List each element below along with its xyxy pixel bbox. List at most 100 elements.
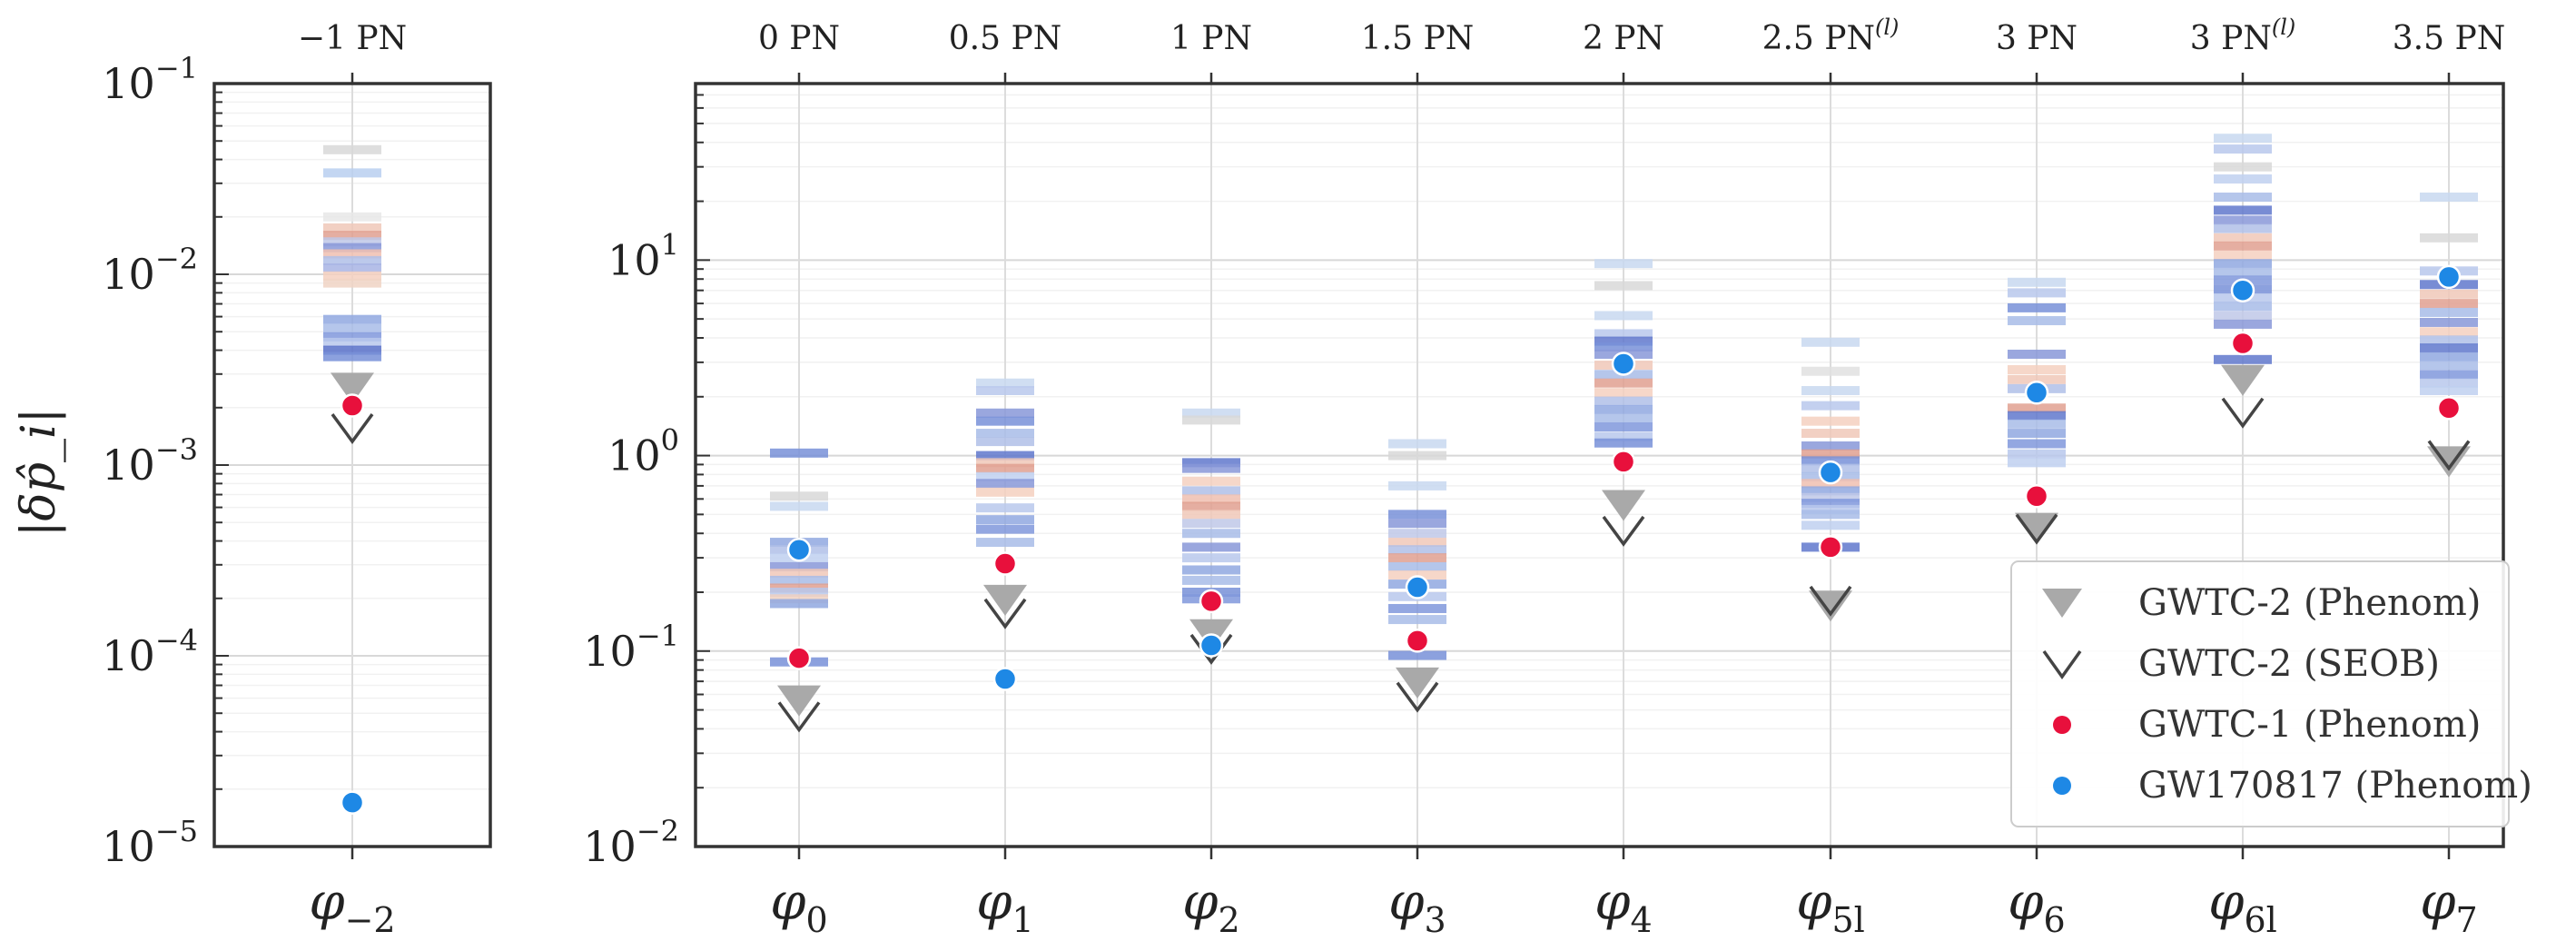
- y-tick-base: 10: [583, 822, 637, 871]
- seob-marker: [1396, 681, 1439, 713]
- top-tick-label: 3 PN(l): [2190, 15, 2295, 57]
- posterior-bar: [2214, 241, 2272, 251]
- top-tick-label-superscript: (l): [2272, 15, 2295, 40]
- gwtc1-marker: [992, 551, 1018, 576]
- posterior-bar: [2420, 343, 2478, 353]
- posterior-bar: [976, 503, 1034, 513]
- posterior-bar: [2008, 411, 2066, 421]
- posterior-bar: [770, 561, 828, 571]
- posterior-bar: [976, 416, 1034, 426]
- top-tick-label-main: 2.5 PN: [1762, 20, 1875, 57]
- posterior-bar: [770, 501, 828, 511]
- phenom-marker: [777, 685, 821, 717]
- phenom-marker: [2427, 446, 2471, 478]
- posterior-bar: [976, 515, 1034, 525]
- y-tick-label: 101: [607, 227, 679, 284]
- y-tick-label: 10−2: [583, 814, 679, 871]
- posterior-bar: [770, 491, 828, 501]
- phenom-marker: [1602, 490, 1645, 521]
- y-tick-exponent: −5: [155, 814, 198, 848]
- posterior-bar: [770, 594, 828, 604]
- posterior-bar: [323, 332, 381, 342]
- posterior-bar: [1182, 510, 1240, 520]
- x-tick-label-subscript: 6l: [2244, 900, 2276, 940]
- top-tick-label-main: 3 PN: [1996, 20, 2078, 57]
- posterior-bar: [1182, 501, 1240, 511]
- posterior-bar: [2008, 349, 2066, 359]
- legend-dot-marker: [2053, 716, 2071, 734]
- gw170817-marker: [992, 667, 1018, 691]
- seob-marker: [1809, 585, 1852, 617]
- posterior-bar: [1388, 561, 1446, 571]
- posterior-bar: [1388, 519, 1446, 529]
- posterior-bar: [1182, 529, 1240, 539]
- top-tick-label-main: 1 PN: [1170, 20, 1252, 57]
- y-tick-label: 10−1: [583, 619, 679, 676]
- x-tick-label-subscript: 5l: [1831, 900, 1864, 940]
- posterior-bar: [2008, 449, 2066, 459]
- posterior-bar: [976, 538, 1034, 548]
- posterior-bar: [323, 278, 381, 288]
- posterior-bar: [323, 323, 381, 333]
- x-tick-label-subscript: 6: [2044, 900, 2066, 940]
- x-tick-label: φ6: [2008, 873, 2065, 940]
- posterior-bar: [770, 575, 828, 585]
- top-tick-label-main: 0 PN: [758, 20, 840, 57]
- posterior-bar: [1801, 499, 1860, 509]
- x-tick-label-symbol: φ: [1594, 873, 1630, 932]
- x-tick-label-symbol: φ: [2420, 873, 2455, 932]
- x-tick-label-symbol: φ: [1182, 873, 1218, 932]
- posterior-bar: [323, 271, 381, 281]
- phenom-marker: [1396, 667, 1439, 698]
- posterior-bar: [2420, 386, 2478, 396]
- x-tick-label: φ4: [1594, 873, 1652, 940]
- posterior-bar: [323, 144, 381, 154]
- posterior-bar: [2008, 316, 2066, 326]
- x-tick-label-subscript: 1: [1012, 900, 1034, 940]
- x-tick-label-subscript: 3: [1425, 900, 1446, 940]
- posterior-bar: [2420, 233, 2478, 243]
- posterior-bar: [1182, 542, 1240, 552]
- top-tick-label-main: 1.5 PN: [1361, 20, 1474, 57]
- posterior-bar: [976, 458, 1034, 468]
- y-tick-exponent: −4: [155, 623, 198, 658]
- y-tick-base: 10: [102, 631, 155, 680]
- posterior-bar: [2420, 361, 2478, 371]
- posterior-bar: [323, 237, 381, 247]
- posterior-bar: [1801, 510, 1860, 520]
- posterior-bar: [2214, 134, 2272, 144]
- seob-marker: [2015, 513, 2058, 545]
- x-tick-label-subscript: 7: [2456, 900, 2478, 940]
- x-tick-label-symbol: φ: [309, 873, 344, 932]
- posterior-bar: [2008, 288, 2066, 298]
- posterior-bar: [323, 231, 381, 241]
- x-tick-label-symbol: φ: [976, 873, 1012, 932]
- posterior-bar: [2420, 299, 2478, 309]
- posterior-bar: [1594, 329, 1653, 339]
- legend-phenom-marker: [2042, 589, 2082, 618]
- gwtc1-marker: [2024, 484, 2049, 509]
- axes-frame: [694, 82, 2505, 848]
- top-tick-label: 3 PN: [1996, 20, 2078, 57]
- y-tick-label: 10−4: [102, 623, 198, 680]
- posterior-bar: [2420, 335, 2478, 345]
- posterior-bar: [2214, 205, 2272, 215]
- posterior-bar: [2214, 259, 2272, 269]
- legend-label: GW170817 (Phenom): [2138, 765, 2532, 807]
- x-tick-label: φ−2: [309, 873, 395, 940]
- posterior-bar: [2420, 352, 2478, 362]
- gw170817-marker: [340, 790, 365, 815]
- top-tick-label: 2 PN: [1583, 20, 1664, 57]
- posterior-bar: [770, 448, 828, 458]
- posterior-bar: [2420, 378, 2478, 388]
- posterior-bar: [323, 352, 381, 362]
- posterior-bar: [323, 337, 381, 347]
- posterior-bar: [1182, 494, 1240, 504]
- posterior-bar: [1801, 520, 1860, 530]
- x-tick-label: φ0: [770, 873, 827, 940]
- posterior-bar: [976, 386, 1034, 396]
- top-tick-label: 1.5 PN: [1361, 20, 1474, 57]
- y-tick-base: 10: [607, 431, 661, 480]
- posterior-bar: [2214, 319, 2272, 329]
- posterior-bar: [1388, 570, 1446, 580]
